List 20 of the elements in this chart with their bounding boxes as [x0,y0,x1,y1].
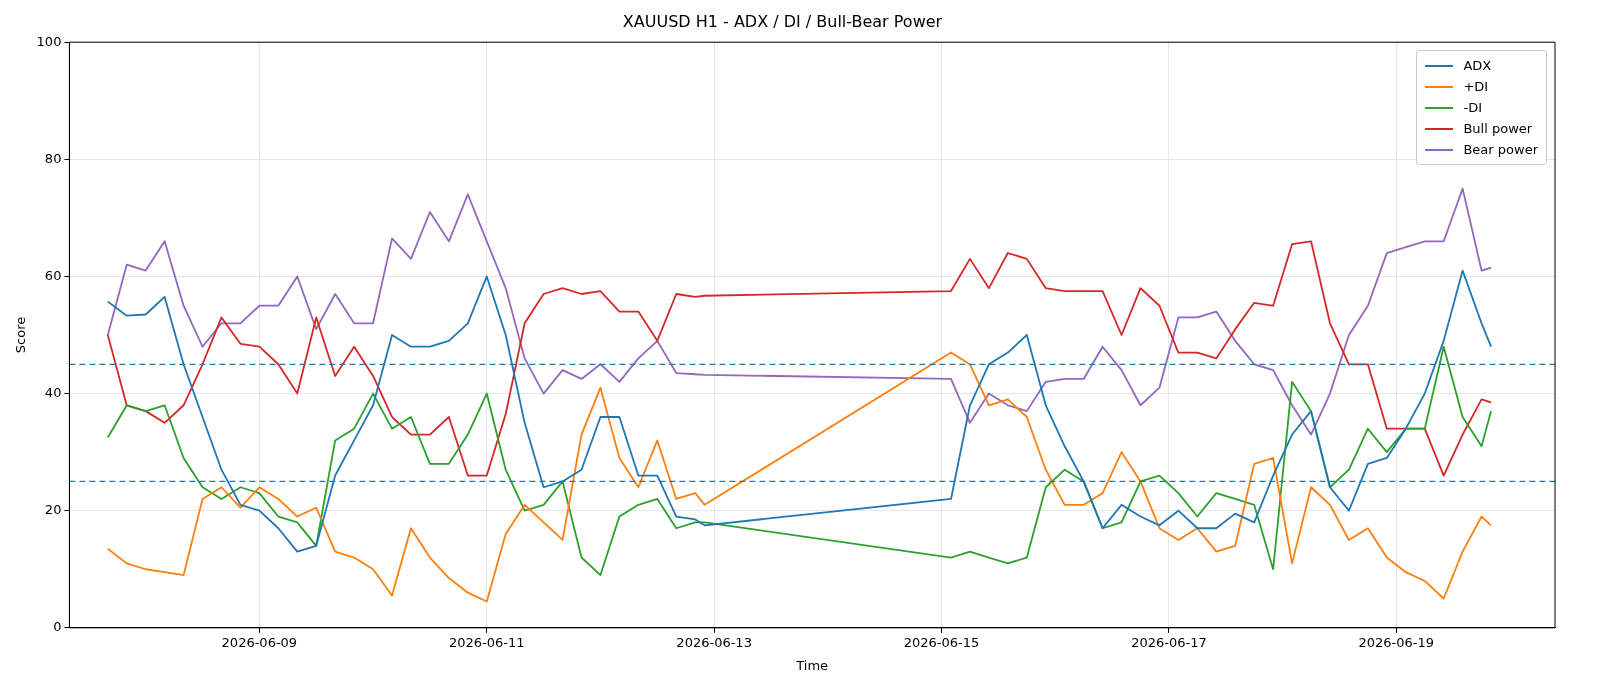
legend-label: Bull power [1463,121,1533,137]
y-tick-label: 80 [44,150,62,166]
y-tick-label: 0 [53,619,62,635]
y-axis-title: Score [13,316,29,354]
x-tick-label: 2026-06-13 [676,634,752,650]
y-tick-label: 40 [44,384,62,400]
legend-label: +DI [1463,79,1489,95]
y-tick-label: 100 [36,33,62,49]
x-tick-label: 2026-06-17 [1131,634,1207,650]
x-tick-label: 2026-06-11 [448,634,525,650]
chart-title: XAUUSD H1 - ADX / DI / Bull-Bear Power [622,11,943,31]
legend-label: -DI [1463,100,1482,116]
x-tick-label: 2026-06-15 [903,634,980,650]
y-tick-label: 60 [44,267,62,283]
x-tick-label: 2026-06-09 [221,634,298,650]
y-tick-label: 20 [44,502,62,518]
x-tick-label: 2026-06-19 [1358,634,1435,650]
legend-label: ADX [1463,58,1492,74]
legend-label: Bear power [1463,142,1538,158]
x-axis-title: Time [795,657,829,673]
